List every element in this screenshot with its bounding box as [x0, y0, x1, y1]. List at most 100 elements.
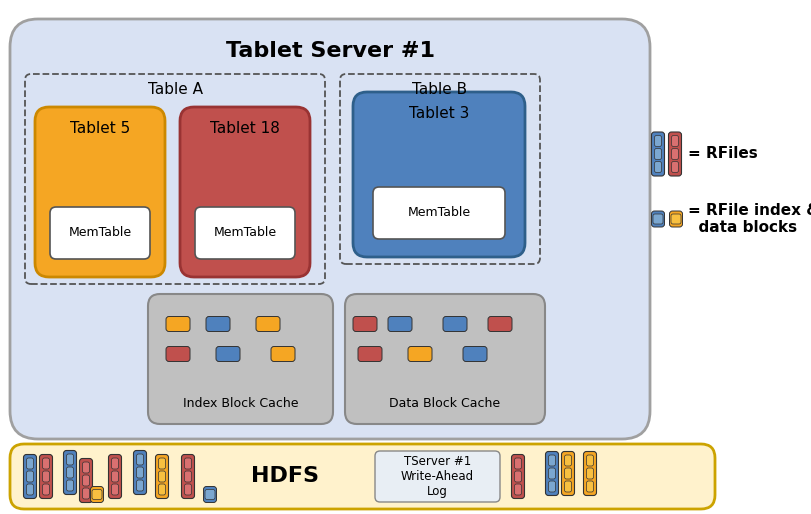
Text: = RFile index &
  data blocks: = RFile index & data blocks	[688, 203, 811, 235]
Text: Tablet 18: Tablet 18	[210, 121, 280, 136]
Text: Table B: Table B	[413, 82, 468, 97]
FancyBboxPatch shape	[654, 136, 662, 146]
FancyBboxPatch shape	[672, 136, 679, 146]
FancyBboxPatch shape	[148, 294, 333, 424]
FancyBboxPatch shape	[654, 161, 662, 173]
FancyBboxPatch shape	[548, 455, 556, 466]
FancyBboxPatch shape	[79, 458, 92, 503]
FancyBboxPatch shape	[651, 211, 664, 227]
FancyBboxPatch shape	[548, 481, 556, 492]
FancyBboxPatch shape	[408, 346, 432, 361]
FancyBboxPatch shape	[180, 107, 310, 277]
FancyBboxPatch shape	[488, 317, 512, 332]
FancyBboxPatch shape	[586, 481, 594, 492]
FancyBboxPatch shape	[50, 207, 150, 259]
Text: Tablet Server #1: Tablet Server #1	[225, 41, 435, 61]
FancyBboxPatch shape	[83, 475, 89, 486]
FancyBboxPatch shape	[670, 211, 683, 227]
FancyBboxPatch shape	[136, 454, 144, 465]
FancyBboxPatch shape	[548, 468, 556, 479]
FancyBboxPatch shape	[672, 149, 679, 159]
FancyBboxPatch shape	[256, 317, 280, 332]
FancyBboxPatch shape	[654, 149, 662, 159]
FancyBboxPatch shape	[651, 132, 664, 176]
FancyBboxPatch shape	[63, 450, 76, 494]
FancyBboxPatch shape	[204, 486, 217, 503]
Text: MemTable: MemTable	[407, 207, 470, 219]
Text: MemTable: MemTable	[68, 227, 131, 240]
FancyBboxPatch shape	[134, 450, 147, 494]
FancyBboxPatch shape	[653, 214, 663, 224]
FancyBboxPatch shape	[358, 346, 382, 361]
FancyBboxPatch shape	[158, 458, 165, 469]
FancyBboxPatch shape	[514, 471, 521, 482]
FancyBboxPatch shape	[564, 468, 572, 479]
FancyBboxPatch shape	[463, 346, 487, 361]
FancyBboxPatch shape	[111, 484, 118, 495]
FancyBboxPatch shape	[512, 454, 525, 499]
Text: MemTable: MemTable	[213, 227, 277, 240]
FancyBboxPatch shape	[111, 458, 118, 469]
FancyBboxPatch shape	[27, 458, 33, 469]
FancyBboxPatch shape	[136, 467, 144, 478]
FancyBboxPatch shape	[564, 481, 572, 492]
FancyBboxPatch shape	[184, 484, 191, 495]
FancyBboxPatch shape	[35, 107, 165, 277]
FancyBboxPatch shape	[27, 484, 33, 495]
FancyBboxPatch shape	[564, 455, 572, 466]
Text: Data Block Cache: Data Block Cache	[389, 397, 500, 410]
FancyBboxPatch shape	[91, 486, 104, 503]
FancyBboxPatch shape	[27, 471, 33, 482]
FancyBboxPatch shape	[271, 346, 295, 361]
FancyBboxPatch shape	[67, 480, 74, 491]
FancyBboxPatch shape	[24, 454, 36, 499]
FancyBboxPatch shape	[184, 458, 191, 469]
Text: Tablet 5: Tablet 5	[70, 121, 130, 136]
FancyBboxPatch shape	[156, 454, 169, 499]
FancyBboxPatch shape	[40, 454, 53, 499]
Text: Tablet 3: Tablet 3	[409, 106, 470, 121]
Text: = RFiles: = RFiles	[688, 146, 757, 161]
FancyBboxPatch shape	[109, 454, 122, 499]
FancyBboxPatch shape	[583, 451, 597, 495]
FancyBboxPatch shape	[586, 468, 594, 479]
FancyBboxPatch shape	[586, 455, 594, 466]
FancyBboxPatch shape	[136, 480, 144, 491]
FancyBboxPatch shape	[561, 451, 574, 495]
FancyBboxPatch shape	[182, 454, 195, 499]
FancyBboxPatch shape	[166, 317, 190, 332]
FancyBboxPatch shape	[42, 458, 49, 469]
FancyBboxPatch shape	[158, 484, 165, 495]
FancyBboxPatch shape	[10, 444, 715, 509]
FancyBboxPatch shape	[195, 207, 295, 259]
FancyBboxPatch shape	[668, 132, 681, 176]
FancyBboxPatch shape	[10, 19, 650, 439]
FancyBboxPatch shape	[158, 471, 165, 482]
FancyBboxPatch shape	[83, 462, 89, 473]
FancyBboxPatch shape	[67, 454, 74, 465]
FancyBboxPatch shape	[42, 484, 49, 495]
Text: HDFS: HDFS	[251, 467, 319, 486]
FancyBboxPatch shape	[184, 471, 191, 482]
FancyBboxPatch shape	[388, 317, 412, 332]
FancyBboxPatch shape	[205, 489, 215, 500]
FancyBboxPatch shape	[83, 488, 89, 499]
FancyBboxPatch shape	[514, 484, 521, 495]
Text: TServer #1
Write-Ahead
Log: TServer #1 Write-Ahead Log	[401, 455, 474, 498]
Text: Index Block Cache: Index Block Cache	[182, 397, 298, 410]
FancyBboxPatch shape	[92, 489, 102, 500]
FancyBboxPatch shape	[206, 317, 230, 332]
FancyBboxPatch shape	[111, 471, 118, 482]
FancyBboxPatch shape	[353, 317, 377, 332]
FancyBboxPatch shape	[375, 451, 500, 502]
FancyBboxPatch shape	[671, 214, 681, 224]
FancyBboxPatch shape	[345, 294, 545, 424]
FancyBboxPatch shape	[546, 451, 559, 495]
FancyBboxPatch shape	[166, 346, 190, 361]
FancyBboxPatch shape	[373, 187, 505, 239]
FancyBboxPatch shape	[443, 317, 467, 332]
FancyBboxPatch shape	[42, 471, 49, 482]
FancyBboxPatch shape	[514, 458, 521, 469]
Text: Table A: Table A	[148, 82, 203, 97]
FancyBboxPatch shape	[672, 161, 679, 173]
